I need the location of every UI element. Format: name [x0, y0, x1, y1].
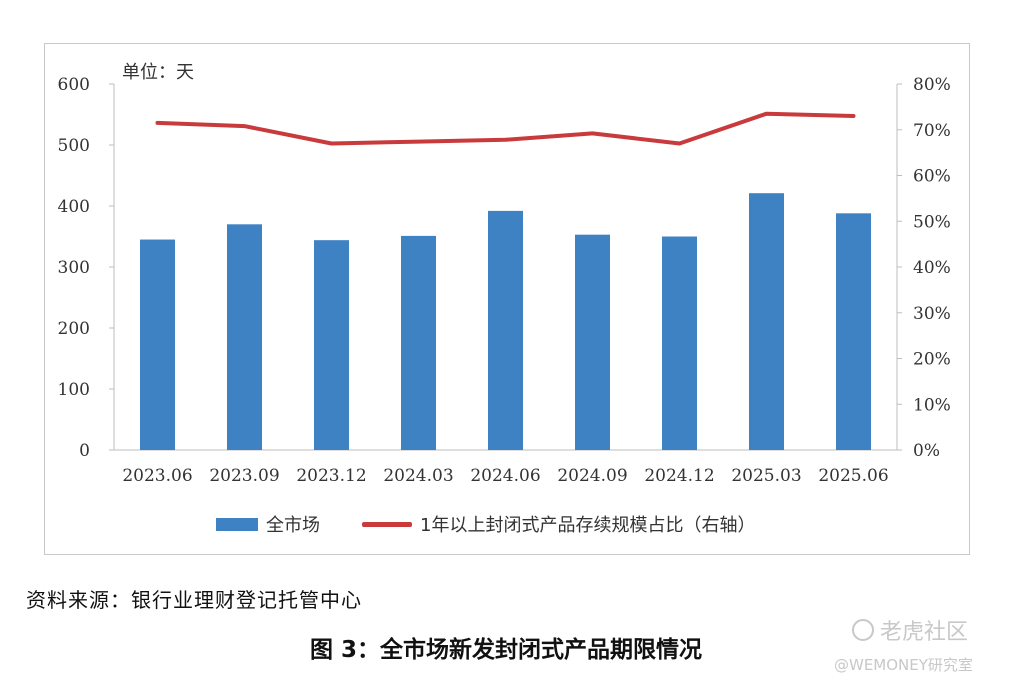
ratio-line-point	[244, 125, 245, 127]
bar	[836, 213, 871, 450]
legend-bar-swatch	[216, 517, 258, 531]
y-left-tick-label: 100	[58, 380, 90, 400]
chart-frame	[44, 43, 970, 555]
x-tick-label: 2023.09	[209, 466, 279, 486]
watermark-brand-text: 老虎社区	[880, 620, 969, 645]
legend-item-line: 1年以上封闭式产品存续规模占比（右轴）	[362, 511, 755, 537]
ratio-line	[155, 111, 856, 146]
y-left-tick-label: 0	[79, 441, 90, 461]
y-right-tick-label: 50%	[913, 212, 951, 232]
y-right-tick-label: 30%	[913, 304, 951, 324]
ratio-line-point	[418, 141, 419, 143]
y-right-tick-label: 0%	[913, 441, 940, 461]
tick-labels: 0 100 200 300 400 500 600 0% 10% 20% 30% 40% 50% 60% 7…	[58, 75, 951, 486]
ratio-line-point	[853, 115, 854, 117]
ratio-line-point	[766, 113, 767, 115]
legend-line-label: 1年以上封闭式产品存续规模占比（右轴）	[420, 515, 756, 536]
legend: 全市场 1年以上封闭式产品存续规模占比（右轴）	[216, 512, 755, 536]
tiger-logo-icon	[852, 619, 874, 641]
y-right-tick-label: 70%	[913, 121, 951, 141]
ratio-line-point	[157, 122, 158, 124]
ratio-line-path	[155, 111, 856, 146]
y-right-tick-label: 80%	[913, 75, 951, 95]
y-left-tick-label: 300	[58, 258, 90, 278]
bar	[401, 235, 436, 450]
y-left-tick-label: 500	[58, 136, 90, 156]
y-right-tick-label: 10%	[913, 395, 951, 415]
x-tick-label: 2024.09	[557, 466, 627, 486]
watermark-brand: 老虎社区	[852, 614, 968, 646]
bar	[749, 193, 784, 450]
x-tick-label: 2025.06	[818, 466, 888, 486]
ratio-line-point	[592, 132, 593, 134]
x-tick-label: 2023.06	[122, 466, 192, 486]
y-right-tick-label: 40%	[913, 258, 951, 278]
bar	[314, 240, 349, 450]
ratio-line-point	[679, 142, 680, 144]
figure-caption: 图 3：全市场新发封闭式产品期限情况	[309, 637, 702, 663]
legend-line-swatch	[362, 521, 412, 527]
bar	[575, 234, 610, 450]
watermark-handle: @WEMONEY研究室	[834, 656, 973, 674]
y-right-tick-label: 20%	[913, 350, 951, 370]
y-left-tick-label: 600	[58, 75, 90, 95]
legend-item-bar: 全市场	[216, 511, 320, 537]
bars	[140, 193, 871, 450]
bar	[140, 239, 175, 450]
source-note: 资料来源：银行业理财登记托管中心	[26, 588, 362, 612]
ratio-line-point	[505, 139, 506, 141]
y-left-tick-label: 200	[58, 319, 90, 339]
bar	[227, 224, 262, 450]
x-tick-label: 2023.12	[296, 466, 366, 486]
bar	[662, 236, 697, 450]
bar	[488, 210, 523, 450]
ratio-line-point	[331, 142, 332, 144]
x-tick-label: 2025.03	[731, 466, 801, 486]
x-tick-label: 2024.06	[470, 466, 540, 486]
y-right-tick-label: 60%	[913, 167, 951, 187]
y-left-tick-label: 400	[58, 197, 90, 217]
legend-bar-label: 全市场	[266, 515, 320, 536]
x-tick-label: 2024.12	[644, 466, 714, 486]
unit-label: 单位：天	[122, 62, 194, 83]
x-tick-label: 2024.03	[383, 466, 453, 486]
